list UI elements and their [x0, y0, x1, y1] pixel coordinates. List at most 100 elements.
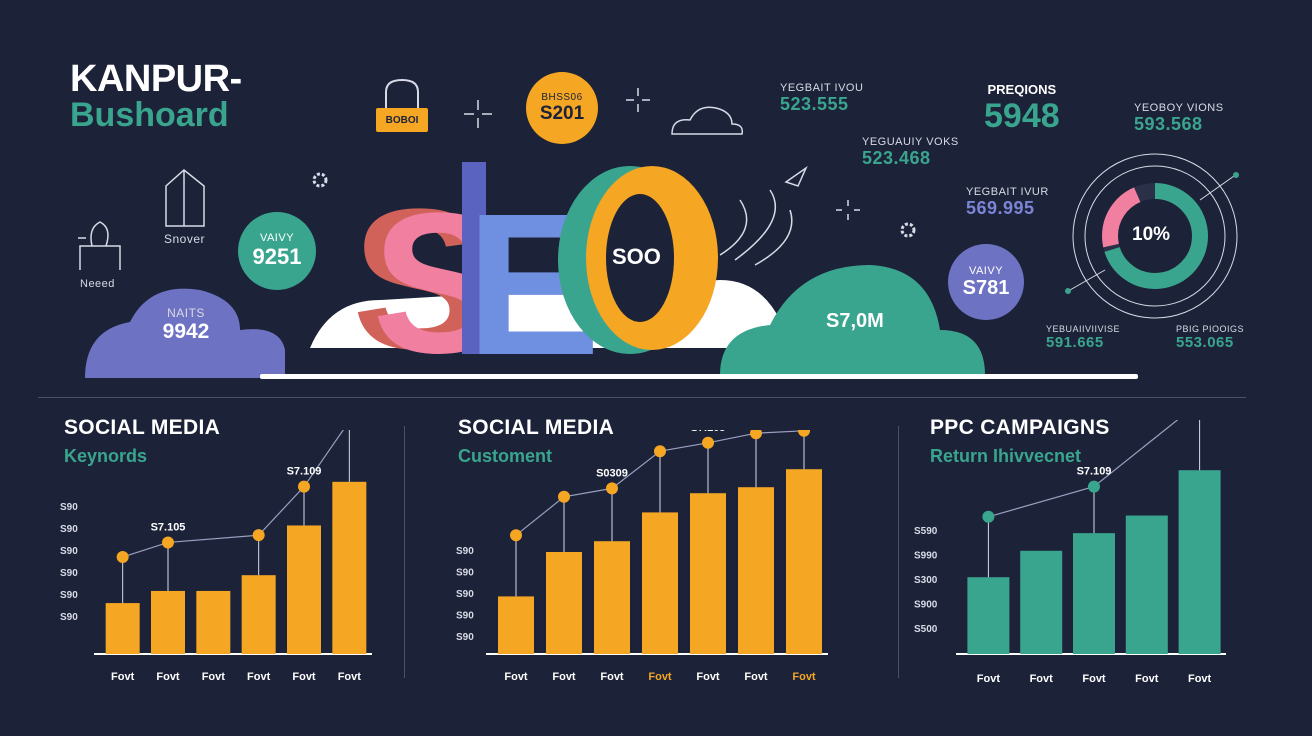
x-tick-label: Fovt	[338, 671, 362, 683]
chart-bar	[241, 575, 276, 654]
section-1-subtitle: Keynords	[64, 446, 148, 466]
sparkle-icon	[626, 88, 650, 112]
lock-badge-label: BOBOI	[385, 114, 419, 126]
y-tick-label: S90	[456, 611, 474, 622]
chart-bar	[287, 525, 321, 654]
hero-baseline	[260, 374, 1138, 379]
stat-block-1: YEGBAIT IVOU 523.555	[780, 82, 863, 115]
chart-bar	[786, 469, 822, 654]
sparkle-icon	[464, 100, 492, 128]
donut-center-label: 10%	[1132, 224, 1171, 245]
y-tick-label: S900	[914, 600, 938, 611]
stat-block-5: YEBUAIIVIIVISE 591.665	[1046, 324, 1120, 351]
chart-bar	[546, 552, 582, 654]
trend-marker	[702, 436, 714, 449]
x-tick-label: Fovt	[977, 673, 1001, 685]
chart-social-media-keywords: S90 S90 S90 S90 S90 S90 Fovt Fovt Fovt Fovt Fovt Fo…	[60, 430, 372, 683]
data-label: S0309	[596, 467, 628, 479]
circle-stat-teal: VAIVY 9251	[238, 212, 316, 290]
circle-stat-orange: BHSS06 S201	[526, 72, 598, 144]
trend-marker	[510, 529, 522, 542]
stat-5-value: 591.665	[1046, 334, 1104, 351]
x-tick-label: Fovt	[1188, 673, 1212, 685]
cloud-right-value: S7,0M	[826, 310, 884, 332]
x-tick-label: Fovt	[696, 671, 720, 683]
seo-letter-e-back	[462, 162, 486, 354]
y-tick-label: S90	[60, 502, 78, 513]
dashboard-title-line1: KANPUR-	[70, 58, 242, 100]
chart-bar	[1178, 470, 1221, 654]
trend-marker	[750, 430, 762, 440]
stat-1-label: YEGBAIT IVOU	[780, 82, 864, 94]
gear-icon	[312, 172, 328, 188]
x-tick-label: Fovt	[552, 671, 576, 683]
data-label: S7.109	[287, 466, 322, 478]
chart-bar	[498, 596, 534, 654]
data-label: S7.109	[1077, 466, 1112, 478]
y-tick-label: S90	[456, 568, 474, 579]
section-3-subtitle: Return Ihivvecnet	[930, 446, 1082, 466]
chart-bar	[967, 577, 1010, 654]
predictions-label: PREQIONS	[987, 82, 1057, 97]
trend-marker	[558, 490, 570, 503]
section-divider	[404, 426, 405, 678]
chart-bar	[642, 512, 678, 654]
seo-inner-label: SOO	[612, 244, 661, 269]
chart-bar	[196, 590, 231, 654]
chart-bar	[690, 493, 726, 654]
stat-6-label: PBIG PIOOIGS	[1176, 324, 1245, 334]
cloud-left-stat: NAITS 9942	[130, 306, 242, 344]
section-divider	[898, 426, 899, 678]
stat-3-value: 569.995	[966, 198, 1035, 218]
chart-ppc-campaigns: S590 S990 S300 S900 S500 Fovt Fovt Fovt Fovt Fovt…	[914, 420, 1226, 685]
chart-social-media-customent: S90 S90 S90 S90 S90 Fovt Fovt Fovt Fovt Fovt Fovt F…	[456, 430, 828, 683]
stat-1-value: 523.555	[780, 94, 849, 114]
stat-5-label: YEBUAIIVIIVISE	[1046, 324, 1121, 334]
section-1-title: SOCIAL MEDIA	[64, 416, 221, 439]
cloud-left-value: 9942	[162, 320, 210, 343]
house-icon	[165, 169, 205, 227]
trend-marker	[252, 529, 265, 542]
chart-bar	[738, 487, 774, 654]
section-3-title: PPC CAMPAIGNS	[930, 416, 1110, 439]
cloud-left-shape	[85, 288, 285, 378]
circle-teal-value: 9251	[252, 244, 302, 269]
chart-bar	[1020, 550, 1063, 654]
trend-marker	[298, 480, 310, 493]
donut-segment-pink	[1102, 183, 1208, 289]
circle-orange-label: BHSS06	[541, 91, 583, 103]
donut-target	[1065, 153, 1239, 319]
stat-block-3: YEGBAIT IVUR 569.995	[966, 186, 1049, 219]
x-tick-label: Fovt	[202, 671, 226, 683]
arrow-icon	[784, 165, 808, 187]
y-tick-label: S300	[914, 575, 938, 586]
stat-4-label: YEOBOY VIONS	[1134, 102, 1224, 114]
x-tick-label: Fovt	[292, 671, 316, 683]
x-tick-label: Fovt	[600, 671, 624, 683]
chart-bar	[105, 603, 140, 654]
stat-4-value: 593.568	[1134, 114, 1203, 134]
trend-marker	[798, 430, 810, 437]
x-tick-label: Fovt	[1082, 673, 1106, 685]
stat-3-label: YEGBAIT IVUR	[966, 186, 1049, 198]
trend-marker	[654, 445, 666, 458]
seo-letter-o-hole	[606, 194, 674, 322]
y-tick-label: S90	[456, 632, 474, 643]
x-tick-label: Fovt	[504, 671, 528, 683]
trend-marker	[116, 551, 129, 563]
y-tick-label: S500	[914, 624, 938, 635]
trend-marker	[606, 482, 618, 495]
y-tick-label: S90	[456, 589, 474, 600]
swoosh-lines	[719, 189, 793, 266]
x-tick-label: Fovt	[156, 671, 180, 683]
chart-bar	[594, 541, 630, 654]
circle-purple-label: VAIVY	[968, 264, 1004, 277]
hero-divider	[38, 397, 1246, 398]
chart-bar	[1073, 533, 1115, 654]
predictions-value: 5948	[984, 97, 1060, 135]
donut-segment-teal	[1102, 183, 1208, 289]
data-label: S7.105	[691, 430, 726, 434]
section-2-subtitle: Customent	[458, 446, 552, 466]
stat-block-2: YEGUAUIY VOKS 523.468	[862, 136, 959, 169]
y-tick-label: S90	[456, 546, 474, 557]
